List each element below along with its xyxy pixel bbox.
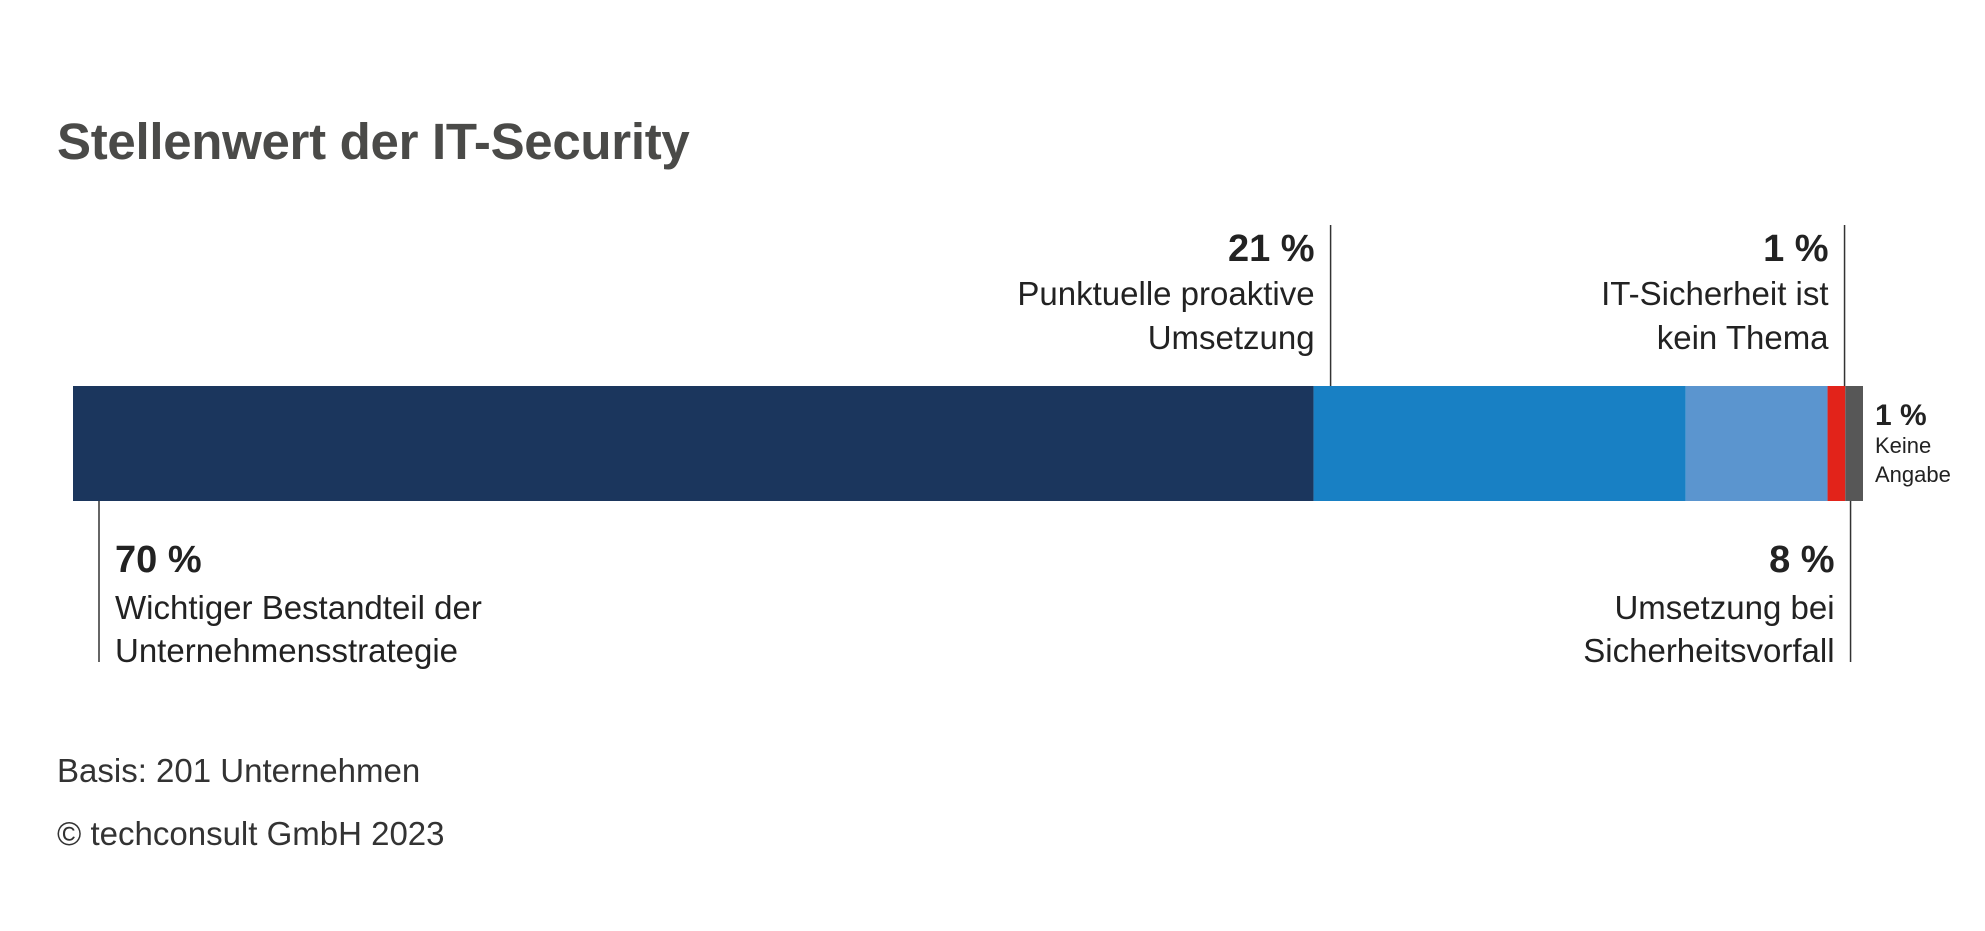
category-label-1-line-1: Wichtiger Bestandteil der [115,589,482,626]
category-label-2-line-1: Punktuelle proaktive [1017,275,1314,312]
category-label-3-line-1: Umsetzung bei [1614,589,1834,626]
chart-title: Stellenwert der IT-Security [57,113,690,170]
copyright-note: © techconsult GmbH 2023 [57,815,445,852]
bar-segments [73,386,1863,501]
category-label-4-line-2: kein Thema [1657,319,1829,356]
category-label-1-line-2: Unternehmensstrategie [115,632,458,669]
category-label-5-line-2: Angabe [1875,462,1951,487]
category-label-2-line-2: Umsetzung [1148,319,1315,356]
stacked-bar-chart: 70 % Wichtiger Bestandteil der Unternehmen… [73,225,1951,669]
value-label-3: 8 % [1769,539,1834,581]
bar-segment-5 [1845,386,1863,501]
category-label-3-line-2: Sicherheitsvorfall [1583,632,1834,669]
value-label-4: 1 % [1763,228,1828,270]
category-label-4-line-1: IT-Sicherheit ist [1601,275,1828,312]
segment-labels: 70 % Wichtiger Bestandteil der Unternehmen… [115,228,1951,669]
value-label-2: 21 % [1228,228,1315,270]
bar-segment-2 [1313,386,1686,501]
bar-segment-1 [73,386,1314,501]
basis-note: Basis: 201 Unternehmen [57,752,421,789]
bar-segment-4 [1827,386,1846,501]
category-label-5-line-1: Keine [1875,433,1931,458]
value-label-1: 70 % [115,539,202,581]
leader-lines [98,225,1852,662]
value-label-5: 1 % [1875,399,1927,432]
bar-segment-3 [1685,386,1828,501]
